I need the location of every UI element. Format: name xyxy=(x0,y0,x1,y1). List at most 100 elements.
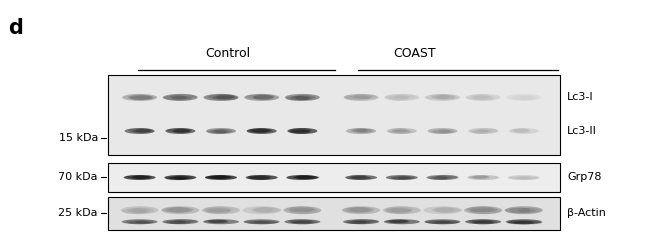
Ellipse shape xyxy=(431,94,450,99)
Ellipse shape xyxy=(254,95,273,100)
Ellipse shape xyxy=(354,219,378,223)
Ellipse shape xyxy=(172,96,192,101)
Ellipse shape xyxy=(202,206,240,214)
Ellipse shape xyxy=(429,176,448,180)
Ellipse shape xyxy=(165,128,195,134)
Ellipse shape xyxy=(174,176,193,179)
Ellipse shape xyxy=(122,94,157,101)
Ellipse shape xyxy=(350,221,372,224)
Ellipse shape xyxy=(170,94,196,99)
Ellipse shape xyxy=(469,207,497,212)
Ellipse shape xyxy=(247,129,272,133)
Ellipse shape xyxy=(346,128,376,134)
Ellipse shape xyxy=(508,220,533,223)
Ellipse shape xyxy=(353,94,377,99)
Ellipse shape xyxy=(214,129,233,133)
Ellipse shape xyxy=(346,96,370,100)
Ellipse shape xyxy=(128,95,152,100)
Ellipse shape xyxy=(469,219,493,223)
Ellipse shape xyxy=(287,175,318,180)
Ellipse shape xyxy=(166,128,192,132)
Ellipse shape xyxy=(247,128,277,134)
Ellipse shape xyxy=(246,175,278,180)
Ellipse shape xyxy=(505,206,543,214)
Ellipse shape xyxy=(242,206,281,214)
Ellipse shape xyxy=(244,94,280,101)
Text: 25 kDa: 25 kDa xyxy=(58,208,98,218)
Text: COAST: COAST xyxy=(394,47,436,60)
Ellipse shape xyxy=(286,96,309,101)
Ellipse shape xyxy=(389,220,410,223)
Ellipse shape xyxy=(465,94,500,101)
Ellipse shape xyxy=(174,129,190,133)
Ellipse shape xyxy=(287,128,317,134)
Ellipse shape xyxy=(349,207,373,213)
Ellipse shape xyxy=(131,208,155,213)
Ellipse shape xyxy=(424,219,460,224)
Ellipse shape xyxy=(345,175,377,180)
Ellipse shape xyxy=(470,208,501,214)
Ellipse shape xyxy=(468,128,498,134)
Ellipse shape xyxy=(508,175,540,180)
Ellipse shape xyxy=(356,129,373,133)
Ellipse shape xyxy=(284,219,320,224)
Ellipse shape xyxy=(439,129,455,133)
Ellipse shape xyxy=(392,177,413,180)
Ellipse shape xyxy=(289,129,310,133)
Ellipse shape xyxy=(433,176,452,180)
Ellipse shape xyxy=(473,221,494,224)
Ellipse shape xyxy=(506,219,542,224)
Ellipse shape xyxy=(254,220,278,224)
Ellipse shape xyxy=(389,176,410,180)
Ellipse shape xyxy=(170,221,191,224)
Ellipse shape xyxy=(296,175,316,179)
Ellipse shape xyxy=(135,220,155,224)
Ellipse shape xyxy=(344,94,372,99)
Ellipse shape xyxy=(342,207,374,213)
Ellipse shape xyxy=(125,220,150,224)
Ellipse shape xyxy=(128,95,153,100)
Ellipse shape xyxy=(509,128,539,134)
Ellipse shape xyxy=(424,206,462,214)
Ellipse shape xyxy=(384,219,420,224)
Ellipse shape xyxy=(204,208,231,213)
Ellipse shape xyxy=(289,208,320,214)
Ellipse shape xyxy=(165,207,189,213)
Text: Lc3-I: Lc3-I xyxy=(567,92,593,102)
Ellipse shape xyxy=(291,130,310,134)
Bar xyxy=(108,163,560,192)
Ellipse shape xyxy=(344,94,378,101)
Ellipse shape xyxy=(426,175,458,180)
Ellipse shape xyxy=(121,206,159,214)
Ellipse shape xyxy=(248,175,272,178)
Ellipse shape xyxy=(168,207,192,213)
Ellipse shape xyxy=(346,176,372,180)
Ellipse shape xyxy=(471,129,488,134)
Ellipse shape xyxy=(383,206,421,214)
Ellipse shape xyxy=(471,175,489,179)
Ellipse shape xyxy=(430,129,450,133)
Ellipse shape xyxy=(207,130,227,134)
Ellipse shape xyxy=(424,220,451,224)
Ellipse shape xyxy=(386,175,418,180)
Ellipse shape xyxy=(436,175,458,178)
Ellipse shape xyxy=(162,94,198,101)
Ellipse shape xyxy=(170,176,189,180)
Ellipse shape xyxy=(467,207,495,212)
Ellipse shape xyxy=(216,95,234,99)
Ellipse shape xyxy=(252,128,271,133)
Ellipse shape xyxy=(292,221,313,224)
Ellipse shape xyxy=(244,219,280,224)
Ellipse shape xyxy=(385,208,411,213)
Ellipse shape xyxy=(212,95,238,100)
Ellipse shape xyxy=(125,175,152,178)
Ellipse shape xyxy=(385,207,413,212)
Ellipse shape xyxy=(161,207,194,213)
Ellipse shape xyxy=(122,208,147,214)
Ellipse shape xyxy=(428,221,458,224)
Ellipse shape xyxy=(518,208,541,213)
Ellipse shape xyxy=(433,130,453,134)
Ellipse shape xyxy=(246,94,275,99)
Ellipse shape xyxy=(128,221,152,224)
Ellipse shape xyxy=(205,207,233,212)
